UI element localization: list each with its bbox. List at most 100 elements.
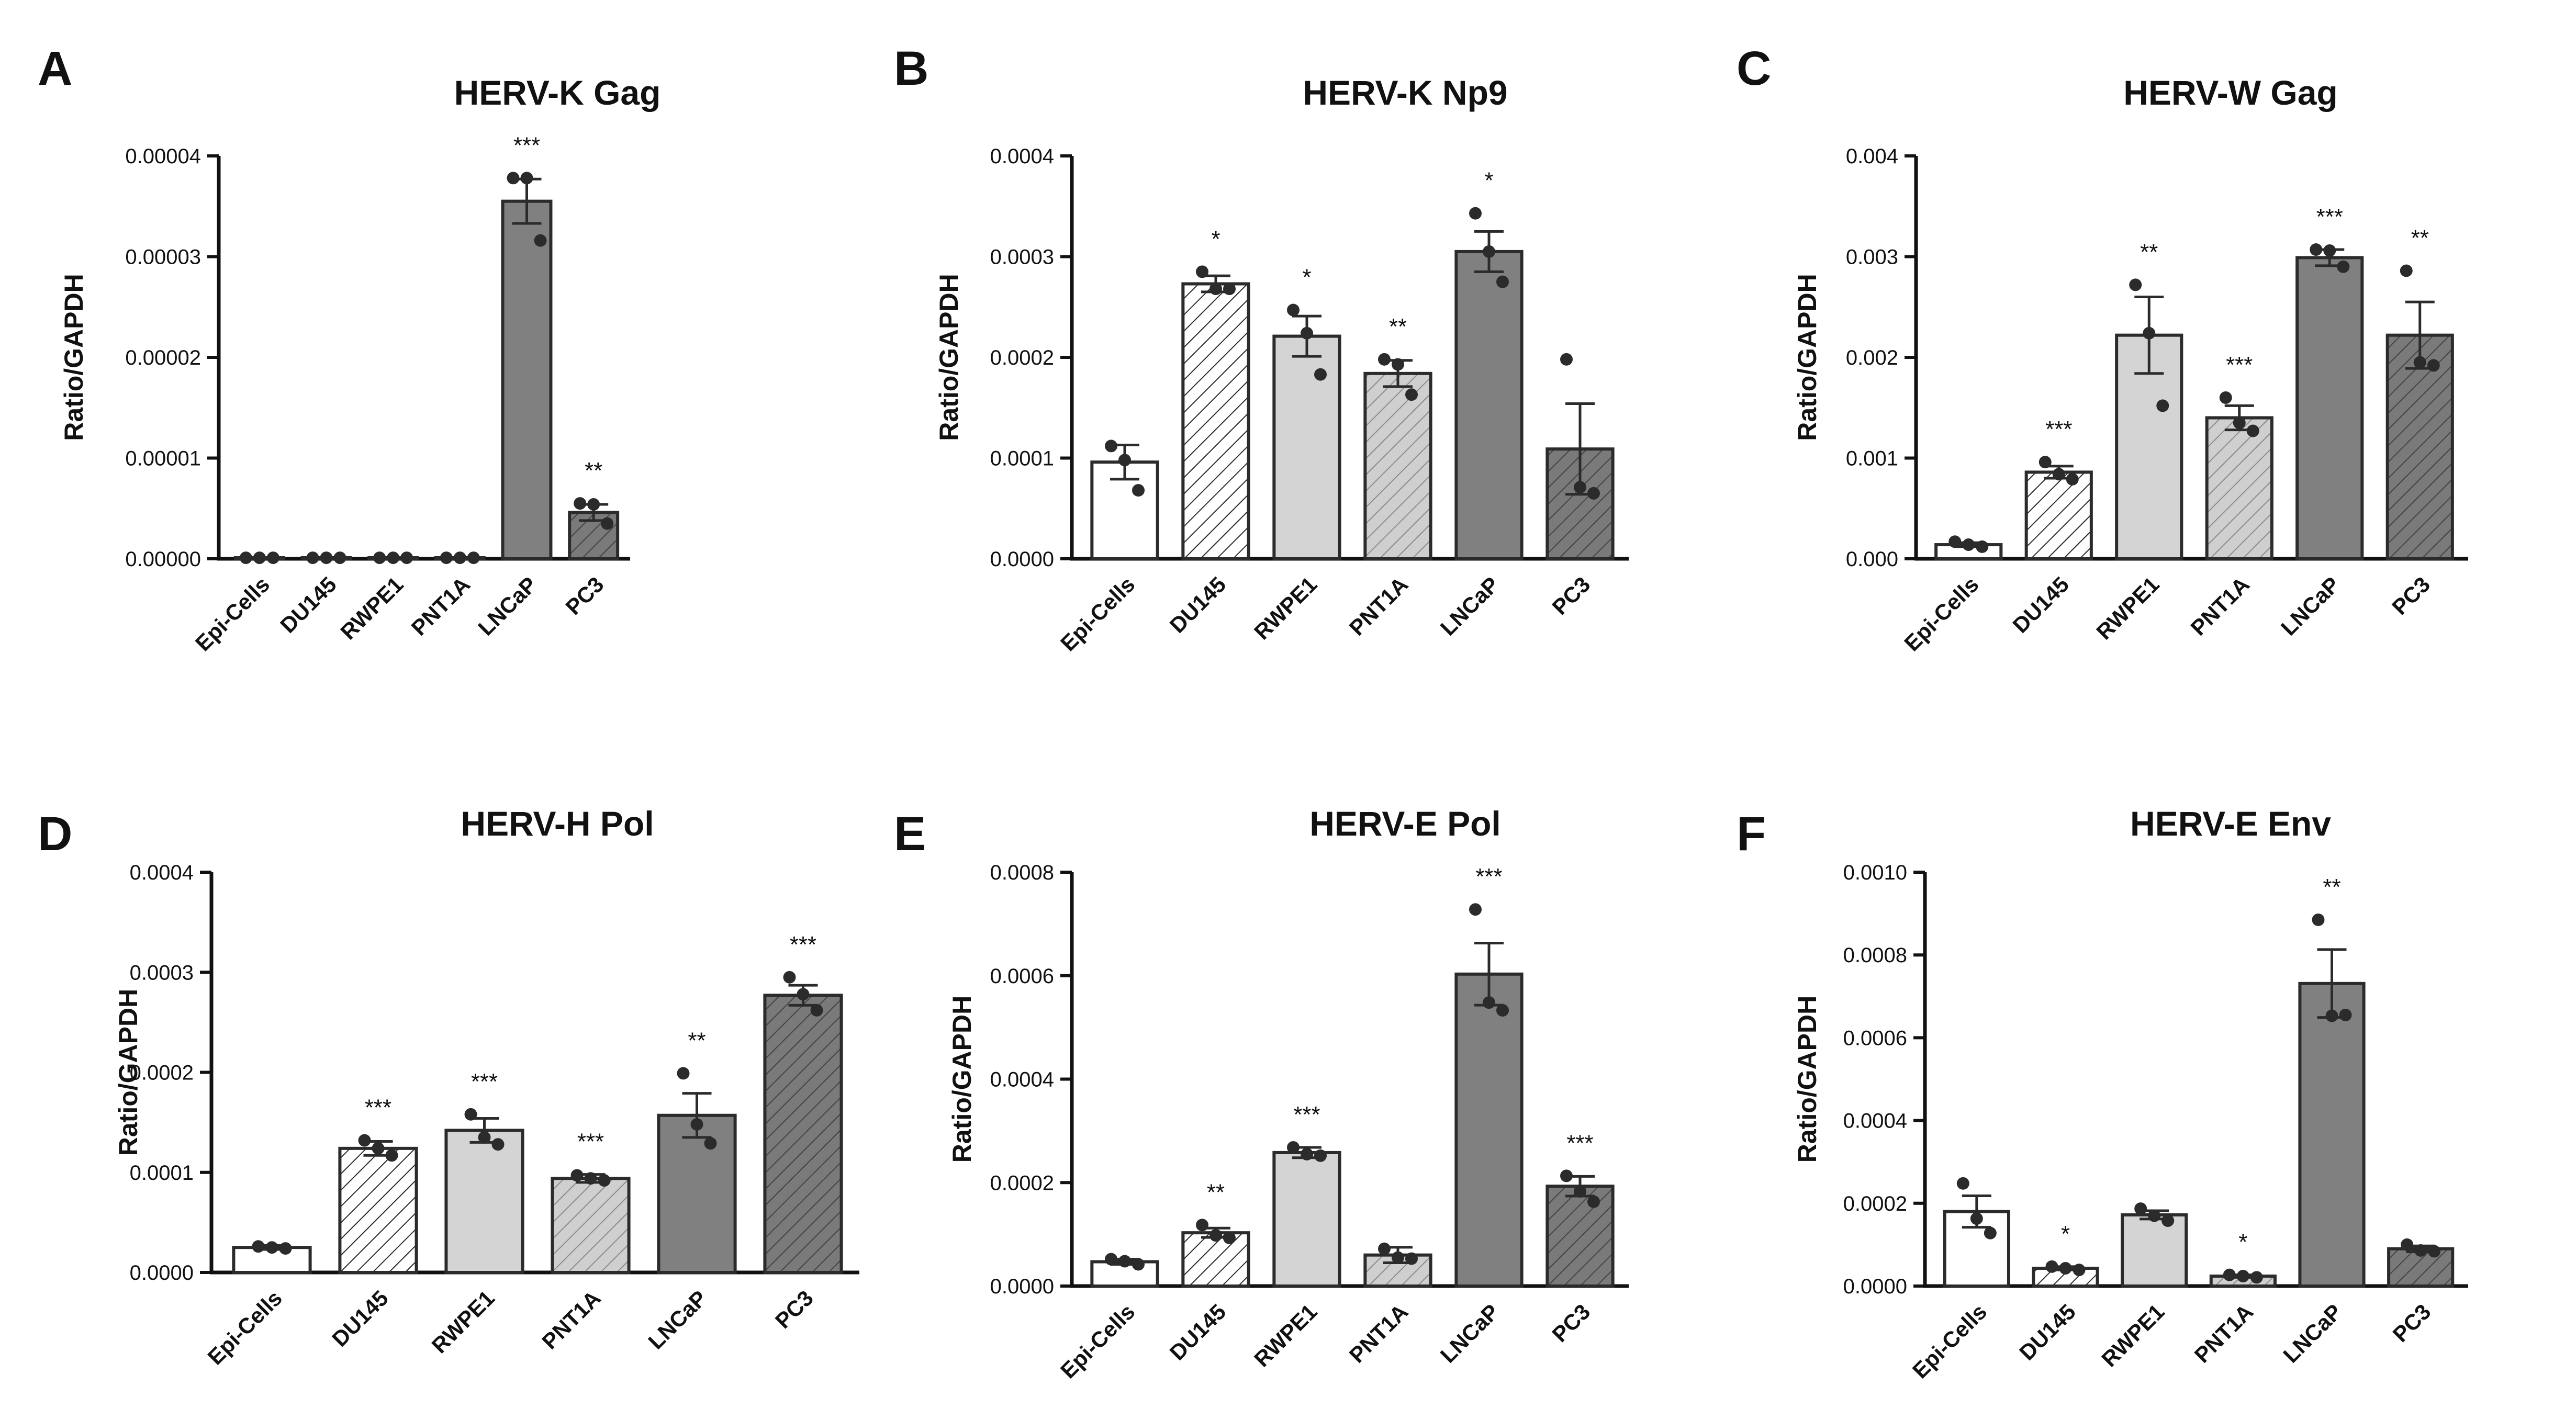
data-point bbox=[1314, 368, 1327, 381]
panel-letter: F bbox=[1737, 807, 1766, 861]
data-point bbox=[252, 1240, 265, 1253]
data-point bbox=[810, 1004, 823, 1017]
y-tick-label: 0.002 bbox=[1846, 346, 1898, 369]
x-tick-label: DU145 bbox=[2014, 1299, 2080, 1365]
data-point bbox=[2339, 1008, 2352, 1021]
data-point bbox=[1574, 1185, 1586, 1198]
y-tick-label: 0.0008 bbox=[990, 861, 1054, 884]
bar-lncap bbox=[2298, 982, 2366, 1288]
panel-letter: C bbox=[1737, 42, 1771, 95]
data-point bbox=[598, 1174, 611, 1187]
data-point bbox=[467, 551, 480, 565]
data-point bbox=[1496, 1004, 1509, 1017]
data-point bbox=[704, 1137, 717, 1150]
chart-title: HERV-H Pol bbox=[461, 804, 654, 843]
data-point bbox=[279, 1242, 292, 1255]
bar-lncap bbox=[2295, 256, 2364, 560]
data-point bbox=[1483, 996, 1495, 1009]
data-point bbox=[373, 551, 386, 565]
data-point bbox=[1196, 1219, 1208, 1232]
x-tick-label: PC3 bbox=[2387, 572, 2435, 619]
x-tick-label: RWPE1 bbox=[335, 572, 408, 644]
data-point bbox=[1105, 439, 1117, 453]
x-tick-label: DU145 bbox=[2008, 572, 2074, 638]
y-axis-label: Ratio/GAPDH bbox=[114, 989, 143, 1156]
y-tick-label: 0.0001 bbox=[990, 447, 1054, 470]
x-tick-label: LNCaP bbox=[473, 572, 542, 640]
x-tick-label: RWPE1 bbox=[2091, 572, 2164, 644]
y-tick-label: 0.00004 bbox=[125, 145, 201, 168]
panel-e: E HERV-E Pol Ratio/GAPDH 0.0000 0.0002 0.0004… bbox=[894, 804, 1629, 1383]
bar-pc3 bbox=[763, 994, 843, 1275]
data-point bbox=[1392, 1251, 1404, 1264]
y-tick-label: 0.001 bbox=[1846, 447, 1898, 470]
data-point bbox=[1560, 1169, 1573, 1182]
bar-rwpe1 bbox=[1272, 334, 1341, 560]
bar-lncap bbox=[657, 1113, 737, 1275]
significance-label: ** bbox=[585, 458, 602, 483]
y-tick-label: 0.0002 bbox=[990, 1171, 1054, 1194]
data-point bbox=[1469, 207, 1482, 220]
x-tick-label: PNT1A bbox=[1345, 1299, 1413, 1368]
data-point bbox=[1405, 1252, 1418, 1265]
data-point bbox=[2052, 468, 2065, 481]
data-point bbox=[2246, 424, 2259, 437]
significance-label: ** bbox=[2323, 874, 2340, 900]
data-point bbox=[2236, 1270, 2249, 1283]
data-point bbox=[464, 1108, 477, 1121]
y-tick-label: 0.004 bbox=[1846, 145, 1898, 168]
data-point bbox=[2161, 1214, 2175, 1227]
y-tick-label: 0.0002 bbox=[990, 346, 1054, 369]
y-axis-label: Ratio/GAPDH bbox=[59, 274, 88, 441]
x-tick-label: PNT1A bbox=[407, 572, 475, 640]
chart-title: HERV-K Np9 bbox=[1303, 73, 1507, 112]
data-point bbox=[1483, 245, 1495, 258]
significance-label: * bbox=[1484, 168, 1493, 194]
data-point bbox=[358, 1134, 371, 1147]
significance-label: ** bbox=[2411, 225, 2429, 251]
y-tick-label: 0.0008 bbox=[1843, 944, 1907, 967]
significance-label: *** bbox=[577, 1129, 604, 1155]
x-tick-label: RWPE1 bbox=[2097, 1299, 2169, 1371]
data-point bbox=[2059, 1261, 2072, 1275]
data-point bbox=[1132, 484, 1145, 497]
data-point bbox=[1287, 1141, 1300, 1154]
significance-label: *** bbox=[1566, 1130, 1593, 1156]
panel-letter: A bbox=[38, 42, 72, 95]
bar-lncap bbox=[501, 199, 553, 560]
significance-label: ** bbox=[688, 1028, 705, 1053]
y-tick-label: 0.00003 bbox=[125, 246, 201, 269]
bar-pnt1a bbox=[2205, 416, 2273, 560]
y-tick-label: 0.0003 bbox=[130, 961, 194, 984]
data-point bbox=[1287, 303, 1300, 317]
data-point bbox=[1948, 535, 1962, 548]
y-tick-label: 0.0004 bbox=[1843, 1110, 1907, 1133]
data-point bbox=[1378, 353, 1391, 366]
significance-label: *** bbox=[513, 132, 540, 158]
bar-lncap bbox=[1454, 972, 1524, 1288]
significance-label: * bbox=[1211, 226, 1220, 252]
chart-title: HERV-E Env bbox=[2130, 804, 2331, 843]
data-point bbox=[601, 517, 614, 530]
chart-title: HERV-W Gag bbox=[2123, 73, 2338, 112]
data-point bbox=[1984, 1226, 1997, 1239]
data-point bbox=[584, 1172, 597, 1185]
data-point bbox=[570, 1169, 584, 1182]
data-point bbox=[1209, 283, 1222, 296]
bar-rwpe1 bbox=[2121, 1213, 2188, 1288]
panel-letter: B bbox=[894, 42, 928, 95]
bar-du145 bbox=[1181, 282, 1250, 560]
data-point bbox=[333, 551, 346, 565]
y-axis-label: Ratio/GAPDH bbox=[934, 274, 964, 441]
x-tick-label: Epi-Cells bbox=[1899, 572, 1983, 656]
y-tick-label: 0.0002 bbox=[1843, 1192, 1907, 1215]
data-point bbox=[520, 172, 533, 185]
data-point bbox=[2428, 1245, 2441, 1258]
significance-label: *** bbox=[471, 1069, 498, 1095]
y-tick-label: 0.000 bbox=[1846, 548, 1898, 571]
data-point bbox=[265, 1241, 278, 1254]
bar-pnt1a bbox=[551, 1177, 631, 1275]
x-tick-label: PNT1A bbox=[2190, 1299, 2258, 1368]
y-tick-label: 0.0000 bbox=[1843, 1275, 1907, 1298]
x-tick-label: DU145 bbox=[275, 572, 341, 638]
